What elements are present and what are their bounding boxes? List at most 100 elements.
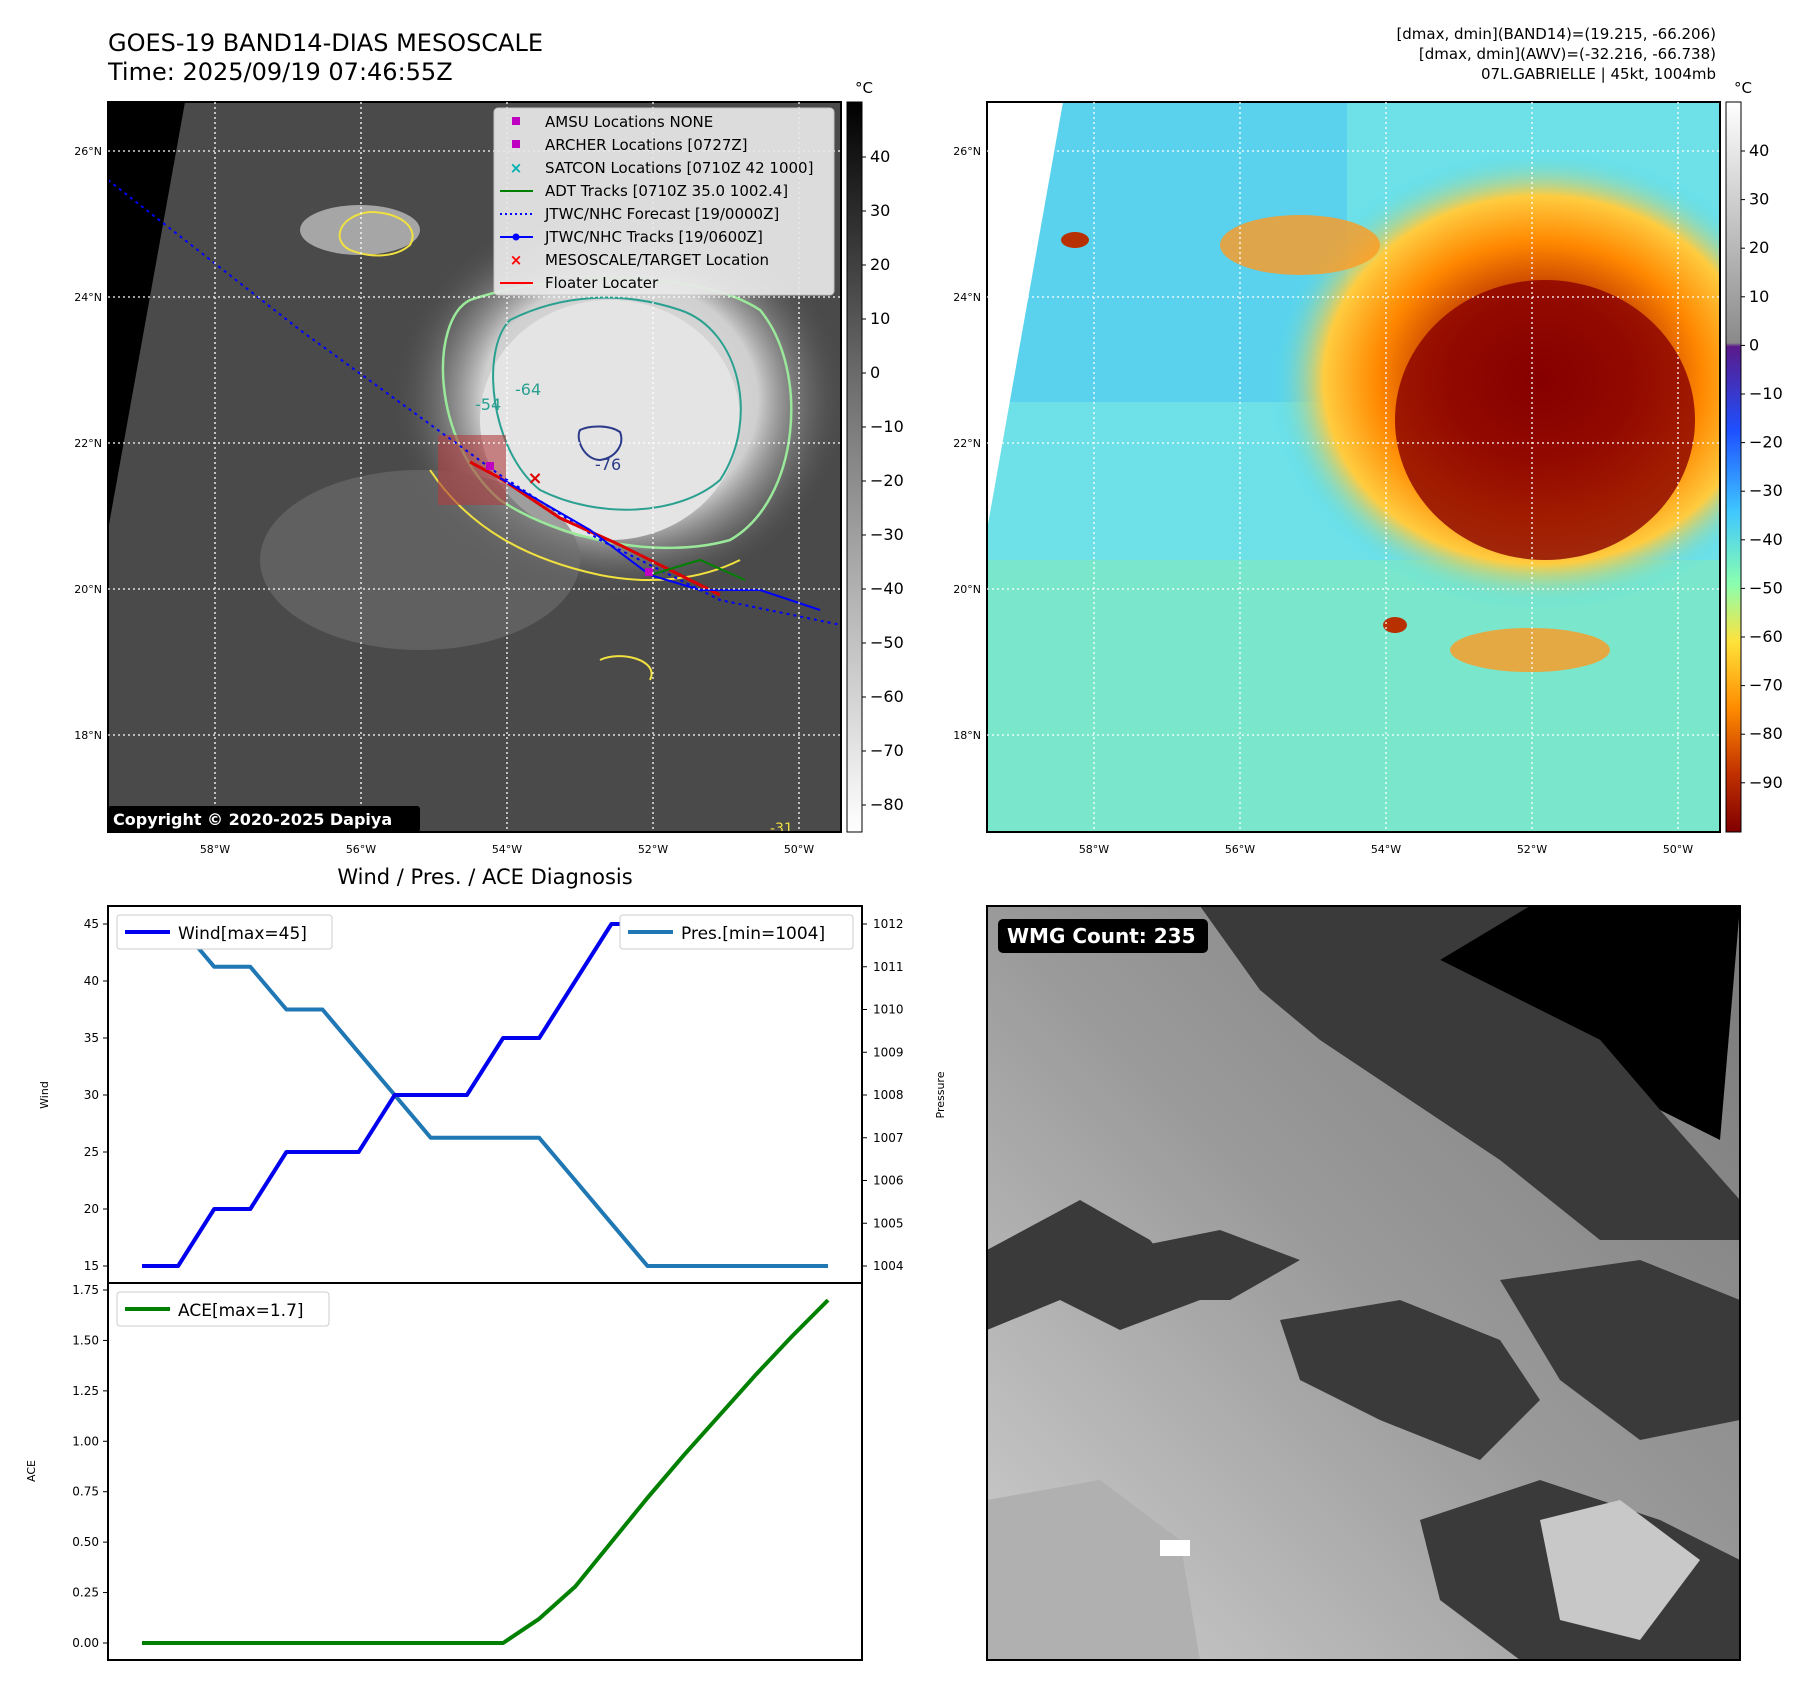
colorbar-tick-label: −90 [1749,773,1783,792]
ace-tick-label: 0.25 [72,1586,99,1600]
wind-tick-label: 45 [84,917,99,931]
gray-colorbar [846,101,863,833]
legend-dot-marker [512,233,520,241]
figure-time: Time: 2025/09/19 07:46:55Z [107,58,453,86]
ace-tick-label: 1.75 [72,1283,99,1297]
colorbar-tick-label: −30 [870,525,904,544]
colorbar-tick-label: −80 [1749,724,1783,743]
pressure-tick-label: 1010 [873,1003,904,1017]
legend-square-marker [512,117,520,125]
colorbar-tick-label: −40 [1749,530,1783,549]
contour-label-54: -54 [475,395,501,414]
wmg-count-label: WMG Count: 235 [1007,924,1196,948]
map1-lat-label: 20°N [74,583,102,596]
colorbar-tick-label: −30 [1749,481,1783,500]
pressure-tick-label: 1005 [873,1216,904,1230]
map1-lat-label: 24°N [74,291,102,304]
right-map-lon-labels: 58°W 56°W 54°W 52°W 50°W [1079,843,1693,856]
map-legend: AMSU Locations NONE ARCHER Locations [072… [493,107,835,296]
gray-colorbar-ticks: 40 30 20 10 0 −10 −20 −30 −40 −50 −60 −70 −80 [862,147,904,814]
wind-tick-label: 35 [84,1031,99,1045]
legend-item: ADT Tracks [0710Z 35.0 1002.4] [500,182,788,200]
colorbar-tick-label: −40 [870,579,904,598]
wmg-count-box [998,919,1208,953]
figure-title: GOES-19 BAND14-DIAS MESOSCALE [108,29,543,57]
ace-panel [107,1282,863,1661]
color-colorbar-ticks: 40 30 20 10 0 −10 −20 −30 −40 −50 −60 −70 −80 −90 [1741,141,1783,792]
map2-lon-label: 52°W [1517,843,1547,856]
wind-tick-label: 15 [84,1259,99,1273]
ace-legend: ACE[max=1.7] [116,1291,330,1327]
colorbar-tick-label: −50 [1749,578,1783,597]
pressure-tick-label: 1006 [873,1174,904,1188]
map1-lat-label: 22°N [74,437,102,450]
colorbar-tick-label: −70 [1749,676,1783,695]
info-storm: 07L.GABRIELLE | 45kt, 1004mb [1481,65,1716,83]
color-colorbar-unit: °C [1734,79,1752,97]
ace-line [142,1298,830,1645]
ir-gray-map-frame [107,101,842,833]
map1-lon-label: 50°W [784,843,814,856]
map2-lat-label: 26°N [953,145,981,158]
ace-tick-label: 0.75 [72,1485,99,1499]
ace-tick-label: 1.00 [72,1434,99,1448]
contour-label-76: -76 [595,455,621,474]
svg-text:×: × [527,468,542,489]
pressure-tick-label: 1007 [873,1131,904,1145]
wind-ylabel: Wind [38,1081,51,1109]
map2-lon-label: 54°W [1371,843,1401,856]
ir-color-map-frame [986,101,1721,833]
colorbar-tick-label: −60 [1749,627,1783,646]
colorbar-tick-label: −10 [1749,384,1783,403]
legend-label: AMSU Locations NONE [545,113,713,131]
pressure-tick-label: 1004 [873,1259,904,1273]
colorbar-tick-label: 10 [870,309,890,328]
left-map-lon-labels: 58°W 56°W 54°W 52°W 50°W [200,843,814,856]
ace-tick-label: 1.50 [72,1333,99,1347]
legend-item: JTWC/NHC Tracks [19/0600Z] [500,228,763,246]
legend-item: × SATCON Locations [0710Z 42 1000] [510,159,814,177]
pressure-tick-label: 1011 [873,960,904,974]
map2-lon-label: 56°W [1225,843,1255,856]
pressure-tick-label: 1009 [873,1045,904,1059]
map2-lon-label: 50°W [1663,843,1693,856]
map1-lon-label: 58°W [200,843,230,856]
map2-lat-label: 20°N [953,583,981,596]
gray-colorbar-unit: °C [855,79,873,97]
contour-label-64: -64 [515,380,541,399]
copyright-box [108,806,420,832]
pressure-ylabel: Pressure [934,1071,947,1118]
colorbar-tick-label: −70 [870,741,904,760]
right-map-gridlines [987,102,1720,832]
colorbar-tick-label: 20 [1749,238,1769,257]
pressure-axis-ticks: 1012 1011 1010 1009 1008 1007 1006 1005 1004 [862,917,904,1273]
legend-label: MESOSCALE/TARGET Location [545,251,769,269]
legend-item: ARCHER Locations [0727Z] [512,136,748,154]
map2-lat-label: 18°N [953,729,981,742]
ace-tick-label: 0.00 [72,1636,99,1650]
wind-tick-label: 20 [84,1202,99,1216]
wind-tick-label: 25 [84,1145,99,1159]
wind-legend: Wind[max=45] [116,914,333,950]
wind-legend-label: Wind[max=45] [178,924,307,944]
info-awv: [dmax, dmin](AWV)=(-32.216, -66.738) [1419,45,1716,63]
colorbar-tick-label: −50 [870,633,904,652]
wind-tick-label: 30 [84,1088,99,1102]
contour-label-31: -31 [770,821,793,837]
legend-item: JTWC/NHC Forecast [19/0000Z] [500,205,779,223]
left-map-lat-labels: 26°N 24°N 22°N 20°N 18°N [74,145,102,742]
wmg-panel-frame [986,905,1741,1661]
ace-ylabel: ACE [25,1460,38,1482]
legend-label: ADT Tracks [0710Z 35.0 1002.4] [545,182,788,200]
ace-axis-ticks: 1.75 1.50 1.25 1.00 0.75 0.50 0.25 0.00 [72,1283,108,1650]
diag-title: Wind / Pres. / ACE Diagnosis [337,865,632,889]
copyright-text: Copyright © 2020-2025 Dapiya [113,810,392,829]
map2-lat-label: 22°N [953,437,981,450]
legend-label: ARCHER Locations [0727Z] [545,136,748,154]
map2-lat-label: 24°N [953,291,981,304]
colorbar-tick-label: 10 [1749,287,1769,306]
legend-label: Floater Locater [545,274,659,292]
legend-label: JTWC/NHC Tracks [19/0600Z] [544,228,763,246]
wind-tick-label: 40 [84,974,99,988]
